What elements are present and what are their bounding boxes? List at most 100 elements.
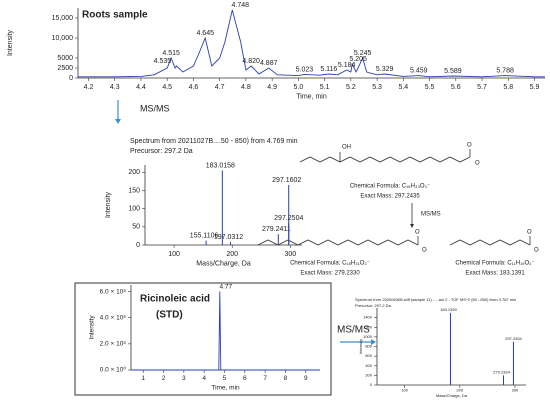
x-tick-label: 4.3 xyxy=(110,84,120,91)
trace xyxy=(78,9,545,78)
x-tick-label: 7 xyxy=(263,375,267,382)
y-axis-label: Intensity xyxy=(7,29,14,56)
structure xyxy=(449,239,531,246)
chart-subtitle: Precursor: 297.2 Da xyxy=(355,303,392,308)
atom-label: O xyxy=(422,248,427,254)
peak-label: 5.116 xyxy=(320,66,337,73)
y-tick-label: 2.0 × 10⁶ xyxy=(100,341,127,348)
peak xyxy=(229,242,231,245)
y-tick-label: 200 xyxy=(365,372,372,377)
x-tick-label: 100 xyxy=(168,251,180,258)
structure xyxy=(257,239,419,246)
chart-subtitle: Precursor: 297.2 Da xyxy=(130,148,193,155)
chart-title: Ricinoleic acid xyxy=(140,294,210,305)
peak xyxy=(288,223,290,245)
peak-label: 5.245 xyxy=(354,50,372,57)
peak xyxy=(277,234,279,245)
y-tick-label: 150 xyxy=(128,187,140,194)
x-tick-label: 4.4 xyxy=(136,84,146,91)
x-tick-label: 5.9 xyxy=(530,84,540,91)
y-tick-label: 400 xyxy=(365,363,372,368)
peak-label: 155.1106 xyxy=(190,233,219,240)
x-tick-label: 4.6 xyxy=(189,84,199,91)
y-tick-label: 5000 xyxy=(57,55,73,62)
peak-label: 4.645 xyxy=(196,30,214,37)
exact-mass: Exact Mass: 279.2330 xyxy=(300,271,360,277)
y-tick-label: 4.0 × 10⁶ xyxy=(100,314,127,321)
x-tick-label: 300 xyxy=(285,251,297,258)
chart-subtitle: (STD) xyxy=(156,310,183,321)
x-tick-label: 5.1 xyxy=(320,84,330,91)
chart-title: Roots sample xyxy=(82,10,148,21)
peak-label: 197.0312 xyxy=(214,234,243,241)
x-tick-label: 4.9 xyxy=(267,84,277,91)
trace xyxy=(131,291,320,371)
x-tick-label: 5.4 xyxy=(398,84,408,91)
x-tick-label: 4 xyxy=(202,375,206,382)
peak-label: 5.329 xyxy=(376,66,394,73)
arrow-head xyxy=(410,224,414,228)
atom-label: O xyxy=(475,161,480,167)
x-tick-label: 200 xyxy=(456,387,463,392)
peak-label: 183.0158 xyxy=(206,162,235,169)
peak-label: 4.515 xyxy=(162,50,180,57)
x-tick-label: 4.7 xyxy=(215,84,225,91)
y-tick-label: 1200 xyxy=(363,324,373,329)
x-tick-label: 100 xyxy=(401,387,408,392)
x-tick-label: 5.5 xyxy=(425,84,435,91)
atom-label: O xyxy=(527,230,532,236)
peak-label: 5.184 xyxy=(338,62,356,69)
exact-mass: Exact Mass: 183.1391 xyxy=(465,271,525,277)
x-tick-label: 5.3 xyxy=(372,84,382,91)
y-tick-label: 0.0 × 10⁰ xyxy=(100,366,127,374)
peak-label: 5.023 xyxy=(296,66,314,73)
formula: Chemical Formula: C₁₈H₃₃O₃⁻ xyxy=(350,184,430,190)
x-tick-label: 1 xyxy=(141,375,145,382)
arrow-head xyxy=(115,119,121,124)
peak-label: 5.788 xyxy=(496,68,514,75)
chart-title: Spectrum from 20211027B....50 - 850) fro… xyxy=(130,138,298,145)
peak xyxy=(512,341,514,385)
peak xyxy=(449,312,451,385)
x-tick-label: 4.2 xyxy=(84,84,94,91)
peak-label: 297.2504 xyxy=(274,215,303,222)
x-tick-label: 3 xyxy=(182,375,186,382)
formula: Chemical Formula: C₁₈H₃₁O₂⁻ xyxy=(290,261,370,267)
x-tick-label: 5 xyxy=(223,375,227,382)
peak-label: 183.1390 xyxy=(440,307,457,312)
formula: Chemical Formula: C₁₁H₁₉O₂⁻ xyxy=(455,261,534,267)
y-tick-label: 800 xyxy=(365,344,372,349)
exact-mass: Exact Mass: 297.2435 xyxy=(360,194,420,200)
y-tick-label: 15,000 xyxy=(52,15,74,22)
x-tick-label: 200 xyxy=(226,251,238,258)
x-tick-label: 5.8 xyxy=(503,84,513,91)
y-axis-label: Intensity xyxy=(105,191,112,218)
atom-label: O xyxy=(415,230,420,236)
peak-label: 4.535 xyxy=(154,58,172,65)
x-tick-label: 2 xyxy=(162,375,166,382)
arrow-label: MS/MS xyxy=(421,212,441,218)
peak-label: 4.887 xyxy=(260,60,278,67)
peak-label: 5.459 xyxy=(410,68,428,75)
y-tick-label: 50 xyxy=(132,224,140,231)
peak-label: 297.2454 xyxy=(505,336,522,341)
peak xyxy=(503,375,505,385)
peak-label: 279.2334 xyxy=(493,370,510,375)
x-axis-label: Mass/Charge, Da xyxy=(436,393,468,398)
x-tick-label: 5.0 xyxy=(294,84,304,91)
y-tick-label: 6.0 × 10⁶ xyxy=(100,288,127,295)
y-tick-label: 0 xyxy=(69,75,73,82)
peak-label: 5.205 xyxy=(349,56,367,63)
atom-label: OH xyxy=(342,145,351,151)
y-tick-label: 2500 xyxy=(57,65,73,72)
x-tick-label: 300 xyxy=(512,387,519,392)
peak-label: 5.589 xyxy=(444,68,462,75)
x-axis-label: Time, min xyxy=(296,94,327,101)
x-tick-label: 9 xyxy=(304,375,308,382)
peak-label: 279.2411 xyxy=(262,226,291,233)
atom-label: O xyxy=(534,248,539,254)
arrow-label: MS/MS xyxy=(337,325,370,336)
peak-label: 4.820 xyxy=(242,58,260,65)
peak xyxy=(205,240,207,245)
